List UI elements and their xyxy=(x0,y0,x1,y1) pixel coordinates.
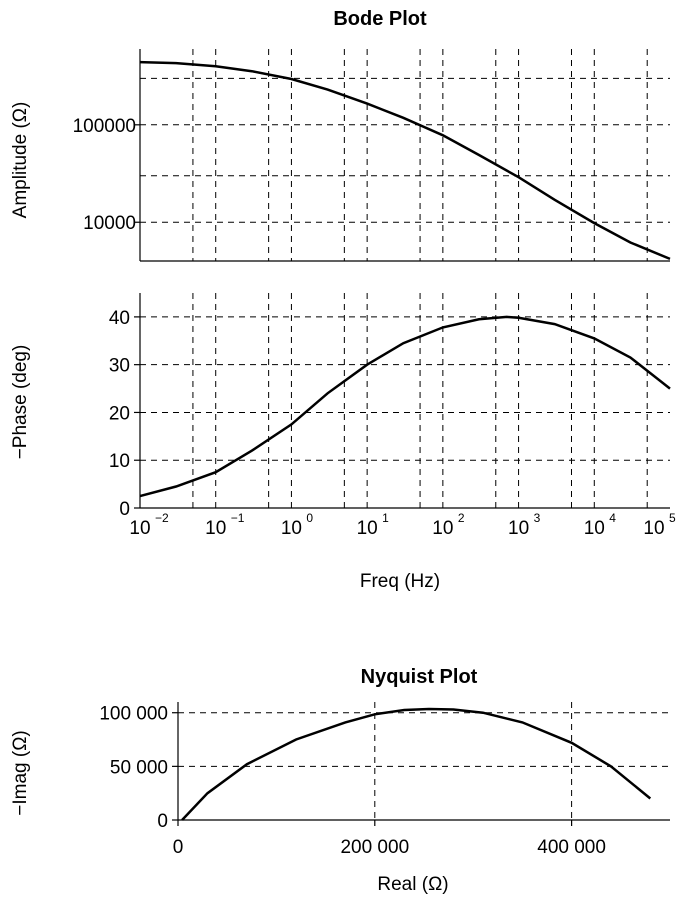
freq-tick-base: 10 xyxy=(281,518,302,539)
phase-axis-label: −Phase (deg) xyxy=(10,345,31,460)
freq-tick-base: 10 xyxy=(508,518,529,539)
imag-tick-label: 0 xyxy=(157,811,168,832)
nyquist-curve xyxy=(181,707,652,821)
freq-tick-exponent: 3 xyxy=(534,511,541,525)
imag-tick-label: 100 000 xyxy=(99,704,168,725)
phase-tick-label: 0 xyxy=(119,499,130,520)
freq-axis-label: Freq (Hz) xyxy=(360,571,440,592)
phase-tick-label: 10 xyxy=(109,451,130,472)
amplitude-tick-label: 10000 xyxy=(83,213,136,234)
amplitude-tick-label: 100000 xyxy=(73,116,136,137)
freq-tick-base: 10 xyxy=(129,518,150,539)
imag-tick-label: 50 000 xyxy=(110,757,168,778)
phase-tick-label: 30 xyxy=(109,356,130,377)
amplitude-axis-label: Amplitude (Ω) xyxy=(10,102,31,219)
bode-amplitude-panel: 10000 100000 xyxy=(73,49,671,262)
amplitude-curve xyxy=(139,60,671,261)
freq-tick-exponent: 0 xyxy=(306,511,313,525)
freq-tick-exponent: −1 xyxy=(231,511,245,525)
freq-tick-base: 10 xyxy=(432,518,453,539)
phase-tick-label: 20 xyxy=(109,403,130,424)
bode-title: Bode Plot xyxy=(333,8,427,30)
freq-tick-exponent: 1 xyxy=(382,511,389,525)
real-axis-label: Real (Ω) xyxy=(377,874,448,895)
real-tick-label: 200 000 xyxy=(340,837,409,858)
freq-tick-base: 10 xyxy=(205,518,226,539)
freq-tick-base: 10 xyxy=(357,518,378,539)
freq-tick-base: 10 xyxy=(584,518,605,539)
freq-tick-exponent: 4 xyxy=(609,511,616,525)
nyquist-title: Nyquist Plot xyxy=(361,666,478,688)
freq-tick-exponent: 2 xyxy=(458,511,465,525)
freq-tick-base: 10 xyxy=(643,518,664,539)
freq-tick-exponent: 5 xyxy=(669,511,676,525)
freq-tick-exponent: −2 xyxy=(155,511,169,525)
phase-tick-label: 40 xyxy=(109,308,130,329)
nyquist-panel: 0 50 000 100 000 0 200 000 400 000 xyxy=(99,702,670,858)
real-tick-label: 0 xyxy=(173,837,184,858)
real-tick-label: 400 000 xyxy=(537,837,606,858)
imag-axis-label: −Imag (Ω) xyxy=(10,730,31,815)
phase-curve xyxy=(139,315,671,498)
